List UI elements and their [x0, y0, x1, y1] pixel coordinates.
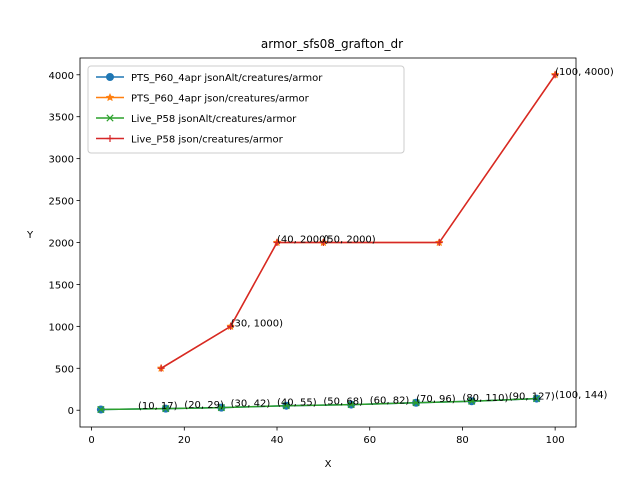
data-point	[319, 239, 327, 246]
data-label: (30, 1000)	[231, 318, 283, 329]
legend-marker	[106, 73, 114, 81]
data-point	[412, 399, 420, 407]
x-tick-label: 60	[363, 435, 376, 446]
annotations: (10, 17) (20, 29) (30, 42) (40, 55) (50, 68)…	[138, 67, 614, 412]
x-tick-label: 100	[546, 435, 565, 446]
data-point	[435, 239, 443, 246]
data-label: (20, 29)	[184, 400, 224, 411]
y-tick-label: 1500	[49, 280, 74, 291]
data-point	[273, 239, 281, 246]
legend-label: PTS_P60_4apr jsonAlt/creatures/armor	[131, 73, 323, 84]
data-label: (50, 68)	[323, 397, 363, 408]
data-point	[347, 400, 355, 409]
legend-marker	[105, 92, 115, 102]
series-line	[160, 74, 556, 369]
data-label: (40, 55)	[277, 398, 317, 409]
legend-box	[87, 65, 405, 154]
data-point	[532, 394, 541, 403]
data-label: (10, 17)	[138, 401, 178, 412]
data-label: (70, 96)	[416, 394, 456, 405]
data-point	[157, 364, 165, 372]
data-label: (90, 127)	[509, 392, 555, 403]
data-point	[551, 71, 559, 79]
x-tick-label: 80	[456, 435, 469, 446]
y-tick-label: 3000	[49, 155, 74, 166]
data-point	[282, 402, 290, 410]
legend-marker	[106, 114, 114, 122]
y-tick-label: 1000	[49, 322, 74, 333]
plot-area	[96, 70, 560, 414]
data-point	[468, 397, 476, 405]
y-tick-label: 500	[55, 364, 74, 375]
series-line	[100, 397, 537, 411]
chart-title: armor_sfs08_grafton_dr	[261, 37, 403, 51]
data-point	[217, 404, 226, 412]
data-label: (60, 82)	[370, 395, 410, 406]
y-tick-label: 3500	[49, 113, 74, 124]
series-4	[157, 71, 559, 372]
data-label: (100, 144)	[555, 390, 607, 401]
y-tick-label: 0	[68, 406, 74, 417]
data-label: (50, 2000)	[323, 235, 375, 246]
data-point	[227, 322, 235, 330]
data-point	[162, 405, 170, 413]
series-3	[97, 394, 541, 414]
y-tick-label: 2000	[49, 239, 74, 250]
data-point	[97, 405, 105, 414]
data-label: (30, 42)	[231, 399, 271, 410]
legend: PTS_P60_4apr jsonAlt/creatures/armor PTS_…	[87, 65, 405, 154]
y-tick-label: 4000	[49, 71, 74, 82]
legend-label: PTS_P60_4apr json/creatures/armor	[131, 94, 310, 105]
y-tick-label: 2500	[49, 197, 74, 208]
x-axis-label: X	[325, 459, 332, 470]
x-tick-label: 40	[271, 435, 284, 446]
legend-label: Live_P58 jsonAlt/creatures/armor	[131, 114, 297, 125]
legend-label: Live_P58 json/creatures/armor	[131, 135, 284, 146]
x-tick-label: 0	[88, 435, 94, 446]
legend-marker	[106, 135, 114, 142]
y-axis-label: Y	[26, 230, 34, 241]
axes: 0 20 40 60 80 1000500100015002000250030003500…	[49, 71, 565, 446]
data-label: (40, 2000)	[277, 235, 329, 246]
data-label: (80, 110)	[462, 393, 508, 404]
x-tick-label: 20	[178, 435, 191, 446]
data-label: (100, 4000)	[555, 67, 614, 78]
